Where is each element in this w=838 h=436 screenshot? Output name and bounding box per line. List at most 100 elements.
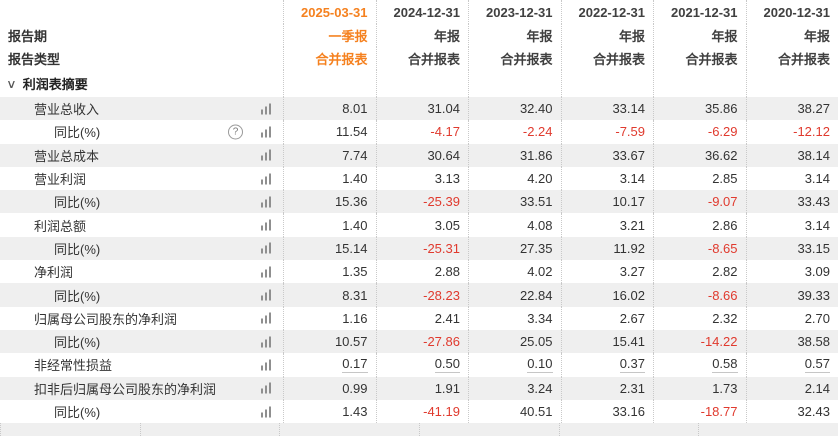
section-income-statement-summary: ∨ 利润表摘要 — [0, 70, 838, 97]
header-cell: 年报 — [560, 24, 654, 47]
header-cell: 2023-12-31 — [468, 0, 561, 24]
cell-value: 16.02 — [612, 287, 645, 303]
row-label: 扣非后归属母公司股东的净利润 — [34, 381, 217, 397]
bar-chart-icon[interactable] — [261, 219, 271, 231]
value-cell: 11.54 — [283, 120, 376, 144]
value-cell: -28.23 — [375, 283, 469, 307]
row-label: 同比(%) — [54, 125, 101, 141]
bar-chart-icon[interactable] — [261, 382, 271, 394]
cell-value: 39.33 — [797, 287, 830, 303]
row-label-cell: 利润总额 — [0, 213, 283, 236]
bar-chart-icon[interactable] — [261, 149, 271, 161]
cell-value: 10.57 — [334, 334, 368, 350]
bar-chart-icon[interactable] — [261, 406, 271, 417]
bar-chart-bar — [269, 103, 271, 115]
cell-value: 2.67 — [619, 310, 645, 326]
table-row: 净利润 1.35 2.88 4.02 3.27 2.82 3.09 — [0, 260, 838, 284]
cell-value: 38.27 — [797, 101, 830, 117]
cell-value: 8.01 — [342, 101, 368, 117]
cell-value: 35.86 — [704, 101, 738, 117]
table-row: 利润总额 1.40 3.05 4.08 3.21 2.86 3.14 — [0, 213, 838, 237]
value-cell: 2.67 — [560, 306, 654, 330]
cell-value: 2.14 — [804, 380, 830, 396]
cell-value[interactable]: 0.57 — [804, 356, 830, 374]
report-type-value: 合并报表 — [500, 52, 553, 67]
bar-chart-icon[interactable] — [261, 196, 271, 208]
section-empty-cell — [745, 70, 838, 97]
bar-chart-bar — [269, 266, 271, 278]
bar-chart-bar — [261, 318, 263, 324]
cell-value: -8.65 — [707, 240, 738, 256]
bar-chart-bar — [261, 388, 263, 394]
cell-value[interactable]: 0.37 — [619, 356, 645, 374]
table-row: 同比(%) 15.14 -25.31 27.35 11.92 -8.65 33.15 — [0, 236, 838, 261]
bar-chart-icon[interactable] — [261, 173, 271, 185]
report-dates-row: 2025-03-31 2024-12-31 2023-12-31 2022-12-31… — [0, 0, 838, 24]
value-cell: 33.14 — [560, 97, 654, 121]
row-label: 同比(%) — [54, 195, 101, 211]
cell-value[interactable]: 0.10 — [527, 356, 553, 374]
row-label: 同比(%) — [54, 241, 101, 257]
bar-chart-bar — [269, 406, 271, 417]
bar-chart-icon[interactable] — [261, 126, 271, 138]
report-type-value: 合并报表 — [777, 52, 830, 67]
value-cell: 33.16 — [560, 399, 654, 424]
bar-chart-icon[interactable] — [261, 289, 271, 301]
value-cell: 0.50 — [375, 353, 469, 377]
value-cell: 10.57 — [283, 329, 376, 354]
bar-chart-bar — [269, 359, 271, 371]
value-cell: -4.17 — [375, 120, 469, 144]
section-header-cell[interactable]: ∨ 利润表摘要 — [0, 70, 283, 97]
value-cell: 10.17 — [560, 190, 654, 214]
bar-chart-icon[interactable] — [261, 103, 271, 115]
row-label-cell: 同比(%) — [0, 237, 283, 260]
bar-chart-bar — [265, 315, 267, 324]
value-cell: 33.43 — [745, 190, 838, 214]
row-label-cell: 扣非后归属母公司股东的净利润 — [0, 377, 283, 400]
cell-value[interactable]: 0.17 — [342, 356, 368, 374]
cell-value: 32.40 — [519, 101, 553, 117]
bar-chart-icon[interactable] — [261, 359, 271, 371]
cell-value: 2.86 — [712, 217, 738, 233]
header-cell: 2020-12-31 — [745, 0, 838, 24]
value-cell: 1.40 — [283, 166, 376, 191]
cell-value: 33.16 — [612, 404, 645, 419]
header-cell: 2022-12-31 — [560, 0, 654, 24]
report-period-value: 一季报 — [328, 29, 368, 44]
row-label-cell: 同比(%) — [0, 400, 283, 423]
row-label: 同比(%) — [54, 335, 101, 351]
bar-chart-bar — [261, 132, 263, 138]
bar-chart-bar — [265, 176, 267, 185]
table-row: 同比(%)? 11.54 -4.17 -2.24 -7.59 -6.29 -12.12 — [0, 120, 838, 144]
cell-value: 22.84 — [519, 287, 553, 303]
bar-chart-bar — [265, 269, 267, 278]
bar-chart-icon[interactable] — [261, 336, 271, 348]
section-empty-cell — [283, 70, 376, 97]
question-mark-icon[interactable]: ? — [228, 124, 243, 140]
cell-value: 31.04 — [427, 101, 460, 117]
bar-chart-bar — [261, 155, 263, 161]
value-cell: 2.82 — [653, 260, 746, 284]
cell-value[interactable]: 0.58 — [712, 356, 738, 374]
value-cell: 2.41 — [375, 306, 469, 330]
value-cell: 33.67 — [560, 143, 654, 167]
value-cell: 16.02 — [560, 283, 654, 307]
bar-chart-icon[interactable] — [261, 312, 271, 324]
bar-chart-icon[interactable] — [261, 266, 271, 278]
bottom-strip-cell — [279, 423, 419, 436]
cell-value: -7.59 — [615, 124, 645, 140]
bar-chart-icon[interactable] — [261, 242, 271, 254]
cell-value: 25.05 — [519, 334, 553, 350]
value-cell: -12.12 — [745, 120, 838, 144]
header-cell: 2024-12-31 — [375, 0, 469, 24]
collapse-chevron-icon[interactable]: ∨ — [6, 76, 17, 91]
report-period-label: 报告期 — [8, 29, 48, 44]
value-cell: -8.65 — [653, 236, 746, 261]
report-type-value: 合并报表 — [315, 52, 368, 67]
bar-chart-bar — [265, 385, 267, 394]
report-period-value: 年报 — [433, 29, 460, 44]
cell-value: -25.31 — [423, 240, 460, 256]
cell-value[interactable]: 0.50 — [434, 356, 460, 374]
cell-value: 3.24 — [527, 380, 553, 396]
cell-value: 3.05 — [434, 217, 460, 233]
